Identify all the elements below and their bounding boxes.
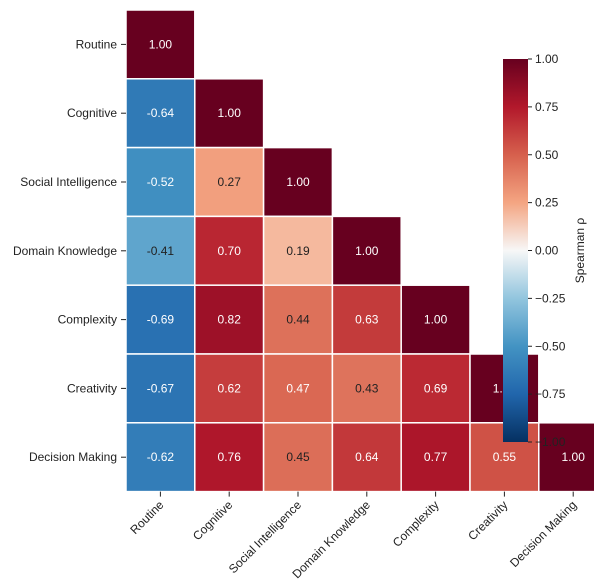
heatmap-cell-creativity-social-intelligence	[262, 353, 334, 424]
heatmap-cell-domain-knowledge-cognitive	[194, 215, 265, 286]
cell-value-label: 1.00	[286, 175, 310, 189]
colorbar-tick-label: −0.50	[535, 339, 566, 353]
heatmap-cell-social-intelligence-cognitive	[194, 146, 265, 218]
cell-value-label: 0.27	[218, 175, 242, 189]
heatmap-cell-decision-making-decision-making	[538, 422, 594, 493]
heatmap-cell-routine-routine	[125, 9, 196, 80]
y-tick-label-social-intelligence: Social Intelligence	[20, 175, 117, 189]
heatmap-cell-decision-making-complexity	[400, 422, 471, 493]
cell-value-label: -0.62	[147, 450, 175, 464]
cell-value-label: -0.41	[147, 244, 175, 258]
heatmap-cell-decision-making-social-intelligence	[262, 422, 334, 493]
heatmap-cell-complexity-social-intelligence	[262, 284, 334, 355]
colorbar: 1.00 0.75 0.50 0.25 0.00 −0.25 −0.50 −0.75 −1.00…	[503, 52, 587, 449]
cell-value-label: 0.64	[355, 450, 379, 464]
colorbar-gradient	[503, 59, 528, 442]
x-tick-label-domain-knowledge: Domain Knowledge	[289, 498, 373, 582]
cell-value-label: -0.67	[147, 381, 175, 395]
cell-value-label: 0.55	[493, 450, 517, 464]
x-tick-label-decision-making: Decision Making	[507, 498, 579, 570]
cell-value-label: 0.19	[286, 244, 310, 258]
y-tick-label-domain-knowledge: Domain Knowledge	[13, 244, 117, 258]
heatmap-cell-creativity-cognitive	[194, 353, 265, 424]
colorbar-tick-label: −0.25	[535, 291, 566, 305]
cell-value-label: 1.00	[355, 244, 379, 258]
heatmap-cell-social-intelligence-social-intelligence	[262, 146, 334, 218]
heatmap-cell-complexity-complexity	[400, 284, 471, 355]
cell-value-label: 0.69	[424, 381, 448, 395]
cell-value-label: 0.82	[218, 313, 242, 327]
heatmap-cell-creativity-complexity	[400, 353, 471, 424]
y-tick-label-routine: Routine	[76, 37, 118, 51]
y-tick-label-decision-making: Decision Making	[29, 450, 117, 464]
colorbar-tick-label: −0.75	[535, 387, 566, 401]
x-tick-label-cognitive: Cognitive	[190, 498, 236, 544]
x-tick-label-social-intelligence: Social Intelligence	[226, 498, 305, 577]
cell-value-label: 0.43	[355, 381, 379, 395]
cell-value-label: 0.45	[286, 450, 310, 464]
heatmap-cell-creativity-domain-knowledge	[331, 353, 402, 424]
cell-value-label: 0.44	[286, 313, 310, 327]
cell-value-label: -0.52	[147, 175, 175, 189]
cell-value-label: 0.62	[218, 381, 242, 395]
x-tick-label-creativity: Creativity	[465, 498, 510, 543]
colorbar-tick-label: 1.00	[535, 52, 559, 66]
heatmap-cell-domain-knowledge-routine	[125, 215, 196, 286]
cell-value-label: 0.70	[218, 244, 242, 258]
cell-value-label: 0.63	[355, 313, 379, 327]
cell-value-label: 1.00	[424, 313, 448, 327]
x-tick-label-routine: Routine	[127, 498, 166, 537]
heatmap-cell-complexity-domain-knowledge	[331, 284, 402, 355]
colorbar-tick-label: 0.00	[535, 244, 559, 258]
x-tick-label-complexity: Complexity	[390, 498, 442, 550]
heatmap-cells: 1.00 -0.64 1.00 -0.52 0.27 1.00 -0.41 0.70 0.19 1…	[125, 9, 594, 493]
y-tick-labels: Routine Cognitive Social Intelligence Domai…	[13, 37, 126, 464]
colorbar-tick-label: −1.00	[535, 435, 566, 449]
colorbar-tick-label: 0.50	[535, 148, 559, 162]
colorbar-tick-label: 0.75	[535, 100, 559, 114]
heatmap-cell-cognitive-cognitive	[194, 78, 265, 149]
cell-value-label: -0.64	[147, 106, 175, 120]
heatmap-cell-decision-making-domain-knowledge	[331, 422, 402, 493]
cell-value-label: 1.00	[562, 450, 586, 464]
cell-value-label: 1.00	[218, 106, 242, 120]
heatmap-cell-decision-making-cognitive	[194, 422, 265, 493]
cell-value-label: 0.77	[424, 450, 448, 464]
y-tick-label-creativity: Creativity	[67, 381, 117, 395]
cell-value-label: 0.76	[218, 450, 242, 464]
heatmap-cell-domain-knowledge-domain-knowledge	[331, 215, 402, 286]
y-tick-label-cognitive: Cognitive	[67, 106, 117, 120]
cell-value-label: 1.00	[149, 37, 173, 51]
colorbar-tick-label: 0.25	[535, 196, 559, 210]
cell-value-label: 0.47	[286, 381, 310, 395]
y-tick-label-complexity: Complexity	[58, 313, 117, 327]
colorbar-label: Spearman ρ	[573, 218, 587, 284]
cell-value-label: -0.69	[147, 313, 175, 327]
